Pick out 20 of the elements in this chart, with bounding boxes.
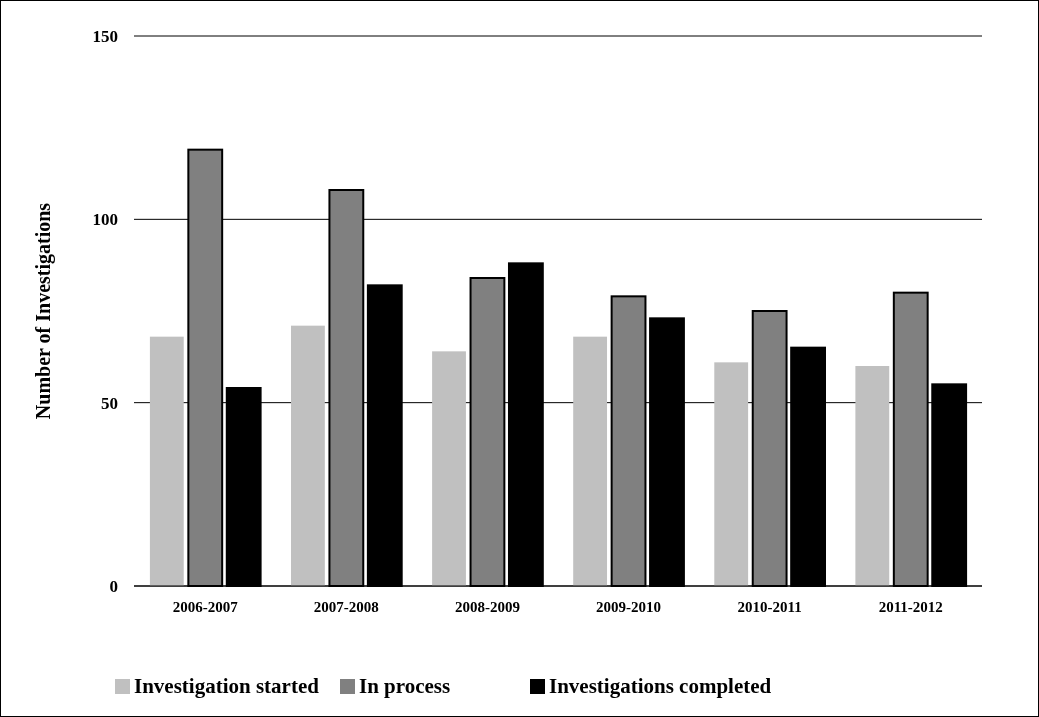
x-tick-label: 2006-2007 xyxy=(172,599,239,615)
bar xyxy=(149,336,184,586)
x-tick-label: 2009-2010 xyxy=(596,599,662,615)
y-axis-title: Number of Investigations xyxy=(32,202,55,420)
y-tick-label: 0 xyxy=(109,576,118,596)
x-tick-label: 2010-2011 xyxy=(737,599,802,615)
bar xyxy=(432,351,466,586)
bar xyxy=(855,366,890,586)
x-tick-label: 2007-2008 xyxy=(313,599,379,615)
bar xyxy=(714,362,749,586)
legend-label: In process xyxy=(359,674,451,699)
bar xyxy=(573,336,608,586)
y-tick-label: 100 xyxy=(92,210,118,230)
bar xyxy=(291,325,325,586)
x-tick-label: 2011-2012 xyxy=(878,599,943,615)
y-tick-label: 50 xyxy=(101,393,118,413)
y-tick-label: 150 xyxy=(92,26,118,46)
x-tick-label: 2008-2009 xyxy=(454,599,520,615)
legend-label: Investigation started xyxy=(134,674,320,699)
legend-label: Investigations completed xyxy=(549,674,772,699)
